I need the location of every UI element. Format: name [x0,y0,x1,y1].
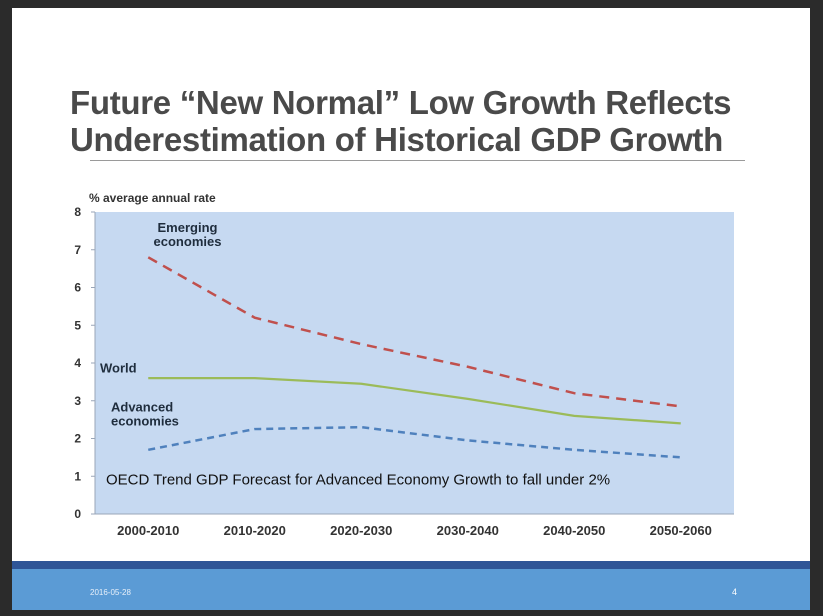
y-tick-label: 2 [74,432,81,446]
title-line-2: Underestimation of Historical GDP Growth [70,121,723,158]
y-tick-label: 8 [74,205,81,219]
y-tick-label: 6 [74,281,81,295]
y-tick-label: 4 [74,356,81,370]
y-tick-label: 5 [74,318,81,332]
growth-chart: 0 1 2 3 4 5 6 7 8 2000-2010 2010-2020 2020-2030 2030… [74,191,734,538]
series-label-advanced-economies: Advanced [111,399,173,414]
series-label-advanced-economies: economies [111,413,179,428]
y-axis-label: % average annual rate [89,191,216,205]
x-tick-label: 2050-2060 [650,523,712,538]
x-tick-label: 2030-2040 [437,523,499,538]
y-tick-label: 3 [74,394,81,408]
y-tick-label: 1 [74,469,81,483]
x-tick-label: 2000-2010 [117,523,179,538]
x-tick-label: 2010-2020 [224,523,286,538]
page-number: 4 [731,587,737,597]
series-label-emerging-economies: Emerging [158,220,218,235]
footer-date: 2016-05-28 [90,588,131,597]
series-line-advanced-economies [148,425,681,459]
series-label-emerging-economies: economies [154,234,222,249]
y-tick-label: 0 [74,507,81,521]
slide-title: Future “New Normal” Low Growth Reflects … [70,84,770,158]
x-tick-label: 2040-2050 [543,523,605,538]
footer: 2016-05-28 4 [12,569,810,610]
chart-annotation: OECD Trend GDP Forecast for Advanced Eco… [106,472,610,489]
series-line-emerging-economies [147,256,681,408]
series-line-world [148,377,681,425]
y-tick-label: 7 [74,243,81,257]
title-line-1: Future “New Normal” Low Growth Reflects [70,84,732,121]
title-divider [90,160,745,161]
series-label-world: World [100,361,137,376]
x-tick-label: 2020-2030 [330,523,392,538]
footer-accent-band [12,561,810,569]
plot-area [95,212,734,514]
slide: Future “New Normal” Low Growth Reflects … [12,8,810,610]
